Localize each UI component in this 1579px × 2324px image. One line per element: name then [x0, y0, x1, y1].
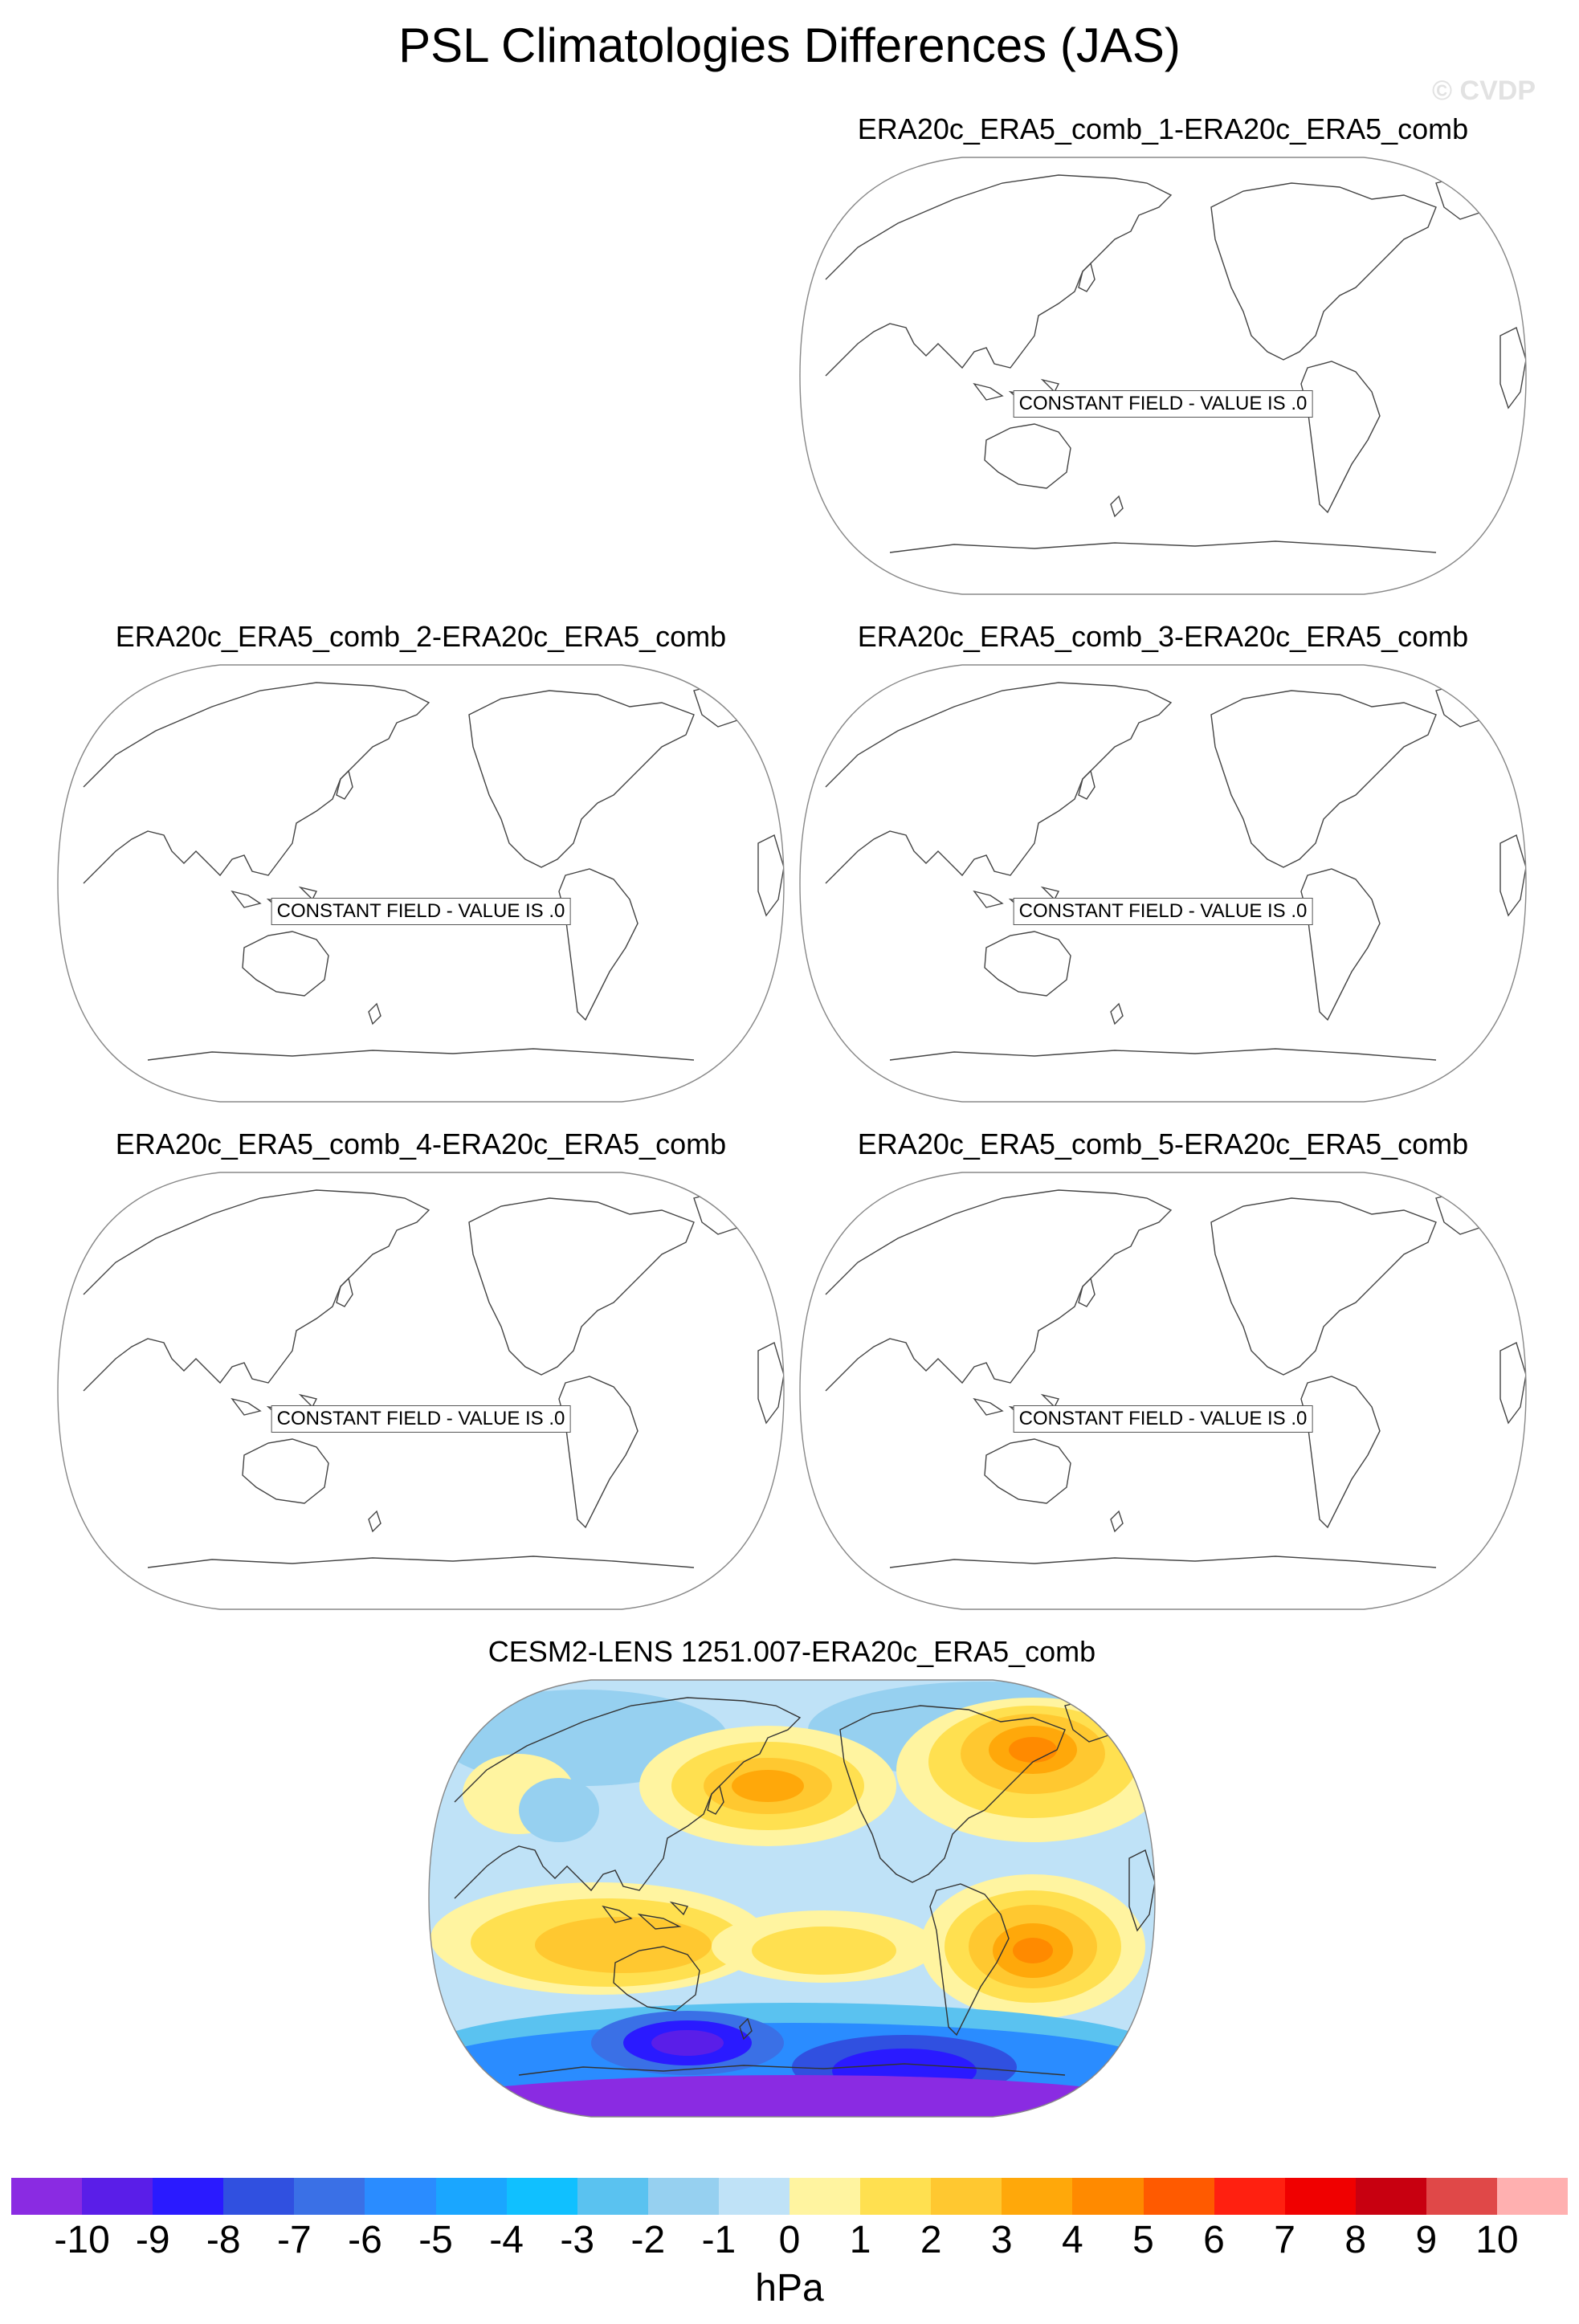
colorbar-tick-label: 2	[920, 2219, 942, 2261]
colorbar-segment	[1002, 2178, 1073, 2215]
colorbar-tick-label: 6	[1203, 2219, 1225, 2261]
constant-field-label: CONSTANT FIELD - VALUE IS .0	[1013, 898, 1313, 925]
colorbar-segment	[153, 2178, 224, 2215]
colorbar-tick-label: -1	[701, 2219, 736, 2261]
colorbar-tick-label: -6	[348, 2219, 382, 2261]
colorbar-segment	[506, 2178, 577, 2215]
colorbar-segment	[82, 2178, 153, 2215]
panel-title: ERA20c_ERA5_comb_4-ERA20c_ERA5_comb	[115, 1127, 727, 1160]
colorbar-units: hPa	[755, 2267, 824, 2310]
colorbar-tick-label: 5	[1132, 2219, 1154, 2261]
colorbar-segment	[365, 2178, 436, 2215]
colorbar-tick-label: -5	[418, 2219, 453, 2261]
map-panel-2: ERA20c_ERA5_comb_2-ERA20c_ERA5_comb CONS…	[51, 620, 790, 1118]
world-map	[799, 1172, 1527, 1610]
panel-title: CESM2-LENS 1251.007-ERA20c_ERA5_comb	[488, 1635, 1096, 1668]
map-panel-4: ERA20c_ERA5_comb_4-ERA20c_ERA5_comb CONS…	[51, 1127, 790, 1625]
constant-field-label: CONSTANT FIELD - VALUE IS .0	[1013, 1405, 1313, 1433]
panel-title: ERA20c_ERA5_comb_5-ERA20c_ERA5_comb	[857, 1127, 1469, 1160]
colorbar-tick-label: -2	[630, 2219, 666, 2261]
colorbar-tick-label: 3	[990, 2219, 1013, 2261]
colorbar-segment	[1426, 2178, 1497, 2215]
colorbar-segment	[435, 2178, 507, 2215]
map-panel-3: ERA20c_ERA5_comb_3-ERA20c_ERA5_comb CONS…	[794, 620, 1532, 1118]
constant-field-label: CONSTANT FIELD - VALUE IS .0	[1013, 390, 1313, 418]
colorbar-segment	[860, 2178, 932, 2215]
colorbar-tick-label: -9	[135, 2219, 170, 2261]
colorbar-segment	[718, 2178, 790, 2215]
colorbar-segment	[1496, 2178, 1569, 2215]
colorbar-tick-label: 7	[1274, 2219, 1295, 2261]
colorbar-tick-label: -8	[206, 2219, 241, 2261]
colorbar-tick-label: -7	[277, 2219, 312, 2261]
world-map	[57, 664, 785, 1103]
figure-title: PSL Climatologies Differences (JAS)	[398, 18, 1181, 72]
panel-title: ERA20c_ERA5_comb_2-ERA20c_ERA5_comb	[115, 620, 727, 653]
colorbar-segment	[577, 2178, 648, 2215]
colorbar-segment	[790, 2178, 861, 2215]
colorbar-tick-label: 4	[1062, 2219, 1083, 2261]
colorbar-segment	[294, 2178, 365, 2215]
map-panel-5: ERA20c_ERA5_comb_5-ERA20c_ERA5_comb CONS…	[794, 1127, 1532, 1625]
colorbar-segment	[1143, 2178, 1214, 2215]
colorbar-ticks: -10 -9 -8 -7 -6 -5 -4 -3 -2 -1 0 1 2 3 4 5 6 7 8 9 10	[11, 2218, 1568, 2266]
colorbar-tick-label: 1	[849, 2219, 871, 2261]
colorbar-tick-label: -10	[54, 2219, 110, 2261]
colorbar-segment	[931, 2178, 1002, 2215]
world-map	[57, 1172, 785, 1610]
colorbar-tick-label: 9	[1415, 2219, 1438, 2261]
panel-title: ERA20c_ERA5_comb_1-ERA20c_ERA5_comb	[857, 112, 1469, 145]
colorbar-segment	[223, 2178, 295, 2215]
map-panel-1: ERA20c_ERA5_comb_1-ERA20c_ERA5_comb CONS…	[794, 112, 1532, 610]
colorbar-segment	[647, 2178, 719, 2215]
map-panel-cesm2: CESM2-LENS 1251.007-ERA20c_ERA5_comb	[422, 1635, 1161, 2133]
psl-difference-map	[428, 1679, 1156, 2118]
constant-field-label: CONSTANT FIELD - VALUE IS .0	[271, 898, 571, 925]
cvdp-watermark: © CVDP	[1432, 75, 1536, 106]
colorbar-tick-label: 8	[1344, 2219, 1367, 2261]
colorbar	[11, 2178, 1569, 2215]
colorbar-segment	[1214, 2178, 1285, 2215]
world-map	[799, 664, 1527, 1103]
colorbar-tick-label: 10	[1475, 2219, 1519, 2261]
colorbar-tick-label: 0	[778, 2219, 801, 2261]
colorbar-segment	[11, 2178, 83, 2215]
colorbar-tick-label: -3	[560, 2219, 595, 2261]
colorbar-segment	[1284, 2178, 1356, 2215]
colorbar-segment	[1355, 2178, 1426, 2215]
colorbar-segment	[1072, 2178, 1144, 2215]
panel-title: ERA20c_ERA5_comb_3-ERA20c_ERA5_comb	[857, 620, 1469, 653]
colorbar-tick-label: -4	[489, 2219, 524, 2261]
world-map	[799, 157, 1527, 595]
constant-field-label: CONSTANT FIELD - VALUE IS .0	[271, 1405, 571, 1433]
